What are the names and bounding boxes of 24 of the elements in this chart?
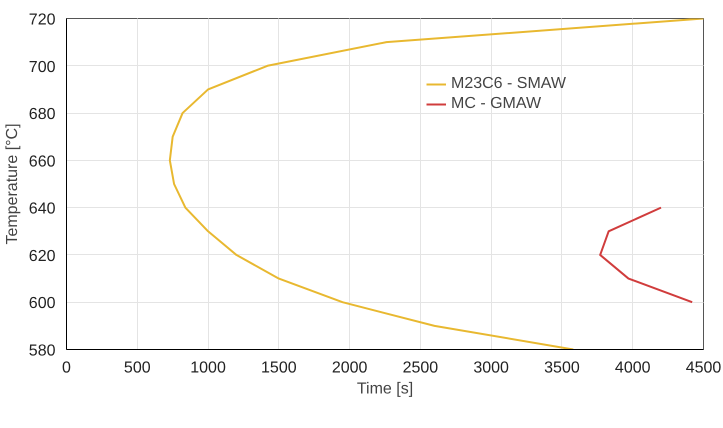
x-tick-label: 2000: [332, 360, 368, 376]
legend-label: MC - GMAW: [451, 95, 542, 113]
y-tick-label: 640: [28, 200, 56, 218]
x-tick-label: 1000: [190, 360, 226, 376]
x-tick-label: 4500: [686, 360, 722, 376]
x-tick-label: 4000: [614, 360, 651, 376]
y-tick-label: 620: [28, 248, 56, 265]
y-tick-label: 720: [28, 12, 56, 28]
x-tick-label: 500: [124, 360, 151, 376]
x-tick-label: 0: [62, 360, 72, 376]
y-tick-label: 660: [28, 153, 56, 170]
y-tick-label: 580: [28, 342, 56, 360]
legend-label: M23C6 - SMAW: [451, 75, 566, 93]
line-series: [168, 18, 704, 350]
y-axis-title: Temperature [°C]: [4, 123, 21, 245]
x-tick-label: 3000: [473, 360, 510, 376]
line-series: [599, 206, 694, 304]
x-tick-label: 1500: [261, 360, 297, 376]
y-tick-label: 600: [28, 295, 56, 312]
y-tick-label: 680: [28, 106, 56, 124]
y-tick-label: 700: [28, 58, 56, 76]
x-tick-label: 3500: [544, 360, 580, 376]
x-tick-label: 2500: [402, 360, 438, 376]
x-axis-title: Time [s]: [356, 380, 414, 398]
